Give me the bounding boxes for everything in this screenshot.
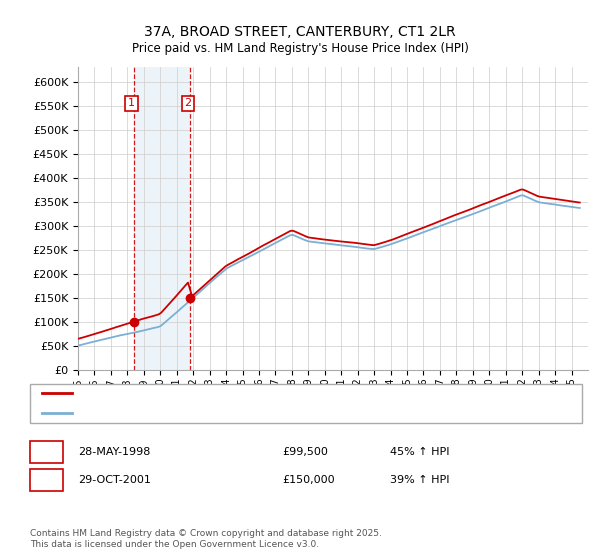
- Text: 37A, BROAD STREET, CANTERBURY, CT1 2LR (semi-detached house): 37A, BROAD STREET, CANTERBURY, CT1 2LR (…: [78, 388, 434, 398]
- Text: 1: 1: [128, 99, 135, 109]
- Text: 45% ↑ HPI: 45% ↑ HPI: [390, 447, 449, 457]
- Text: 37A, BROAD STREET, CANTERBURY, CT1 2LR: 37A, BROAD STREET, CANTERBURY, CT1 2LR: [144, 25, 456, 39]
- Text: 28-MAY-1998: 28-MAY-1998: [78, 447, 151, 457]
- Text: £150,000: £150,000: [282, 475, 335, 485]
- Text: £99,500: £99,500: [282, 447, 328, 457]
- Text: 29-OCT-2001: 29-OCT-2001: [78, 475, 151, 485]
- Text: HPI: Average price, semi-detached house, Canterbury: HPI: Average price, semi-detached house,…: [78, 408, 359, 418]
- Bar: [134, 67, 190, 370]
- Text: 2: 2: [43, 473, 50, 487]
- Text: Contains HM Land Registry data © Crown copyright and database right 2025.
This d: Contains HM Land Registry data © Crown c…: [30, 529, 382, 549]
- Text: 2: 2: [184, 99, 191, 109]
- Text: 1: 1: [43, 445, 50, 459]
- Text: 39% ↑ HPI: 39% ↑ HPI: [390, 475, 449, 485]
- Text: Price paid vs. HM Land Registry's House Price Index (HPI): Price paid vs. HM Land Registry's House …: [131, 42, 469, 55]
